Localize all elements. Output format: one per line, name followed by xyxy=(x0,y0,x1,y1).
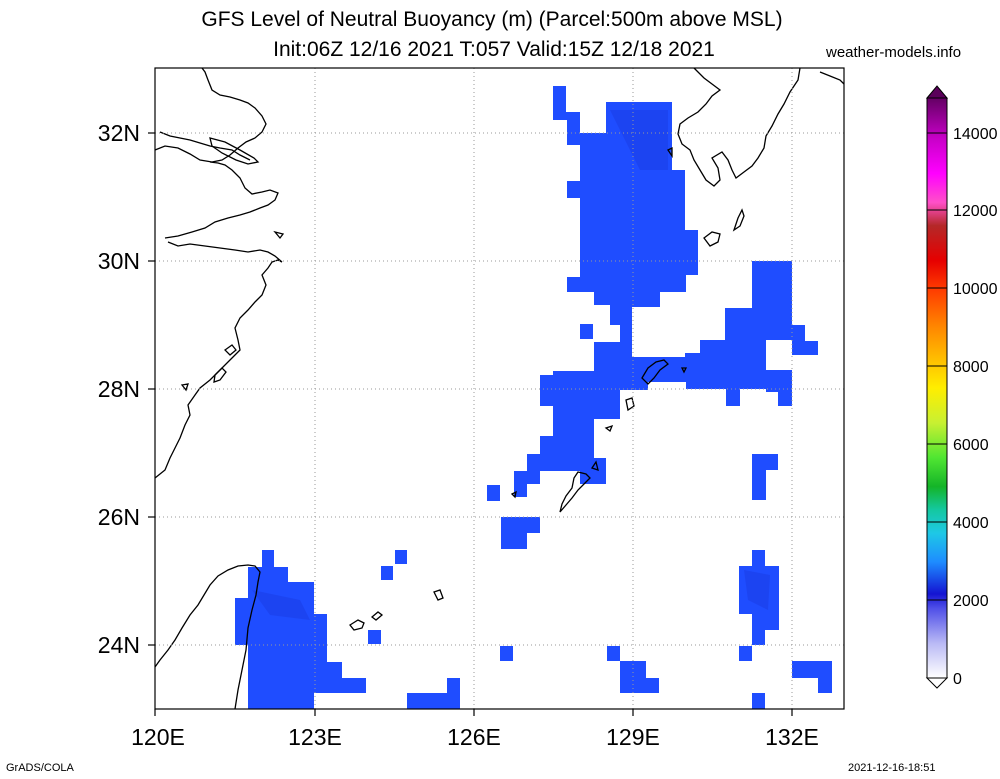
lon-label-132e: 132E xyxy=(765,724,819,750)
latitude-labels: 32N 30N 28N 26N 24N xyxy=(98,120,140,658)
colorbar-scale xyxy=(926,97,948,679)
colorbar-max-arrow xyxy=(925,85,949,99)
colorbar-min-arrow xyxy=(925,677,949,689)
china-coast-islands xyxy=(180,230,285,392)
buoyancy-area-east-notch xyxy=(766,340,792,370)
lat-label-28n: 28N xyxy=(98,376,140,402)
graticule xyxy=(155,68,844,709)
lon-label-120e: 120E xyxy=(131,724,185,750)
buoyancy-area-far-east xyxy=(792,661,832,693)
buoyancy-area-southwest xyxy=(235,550,366,709)
lat-label-32n: 32N xyxy=(98,120,140,146)
render-timestamp: 2021-12-16-18:51 xyxy=(848,762,936,774)
colorbar-label-4000: 4000 xyxy=(953,515,989,532)
software-credit: GrADS/COLA xyxy=(6,762,74,774)
lat-label-30n: 30N xyxy=(98,248,140,274)
islands-sakishima xyxy=(349,589,444,631)
longitude-labels: 120E 123E 126E 129E 132E xyxy=(131,724,819,750)
colorbar-label-12000: 12000 xyxy=(953,203,998,220)
map-title: GFS Level of Neutral Buoyancy (m) (Parce… xyxy=(201,8,783,31)
islands-amami xyxy=(641,359,688,385)
colorbar-label-8000: 8000 xyxy=(953,359,989,376)
islands-okinawa xyxy=(510,397,635,513)
china-coast xyxy=(154,67,283,479)
colorbar-label-0: 0 xyxy=(953,671,962,688)
colorbar-label-2000: 2000 xyxy=(953,593,989,610)
lon-label-129e: 129E xyxy=(606,724,660,750)
taiwan-coast xyxy=(154,564,261,710)
lat-label-24n: 24N xyxy=(98,632,140,658)
colorbar: 0 2000 4000 6000 8000 10000 12000 14000 xyxy=(925,85,998,689)
coastlines xyxy=(154,67,845,710)
buoyancy-area-southeast xyxy=(620,661,659,693)
buoyancy-area-south xyxy=(407,678,460,709)
map-subtitle: Init:06Z 12/16 2021 T:057 Valid:15Z 12/1… xyxy=(273,38,715,61)
lat-label-26n: 26N xyxy=(98,504,140,530)
site-credit: weather-models.info xyxy=(826,44,962,61)
colorbar-label-14000: 14000 xyxy=(953,126,998,143)
buoyancy-area-central xyxy=(514,261,818,497)
buoyancy-area-mid xyxy=(501,517,540,549)
colorbar-label-6000: 6000 xyxy=(953,437,989,454)
china-coast-inlet xyxy=(209,137,260,165)
colorbar-label-10000: 10000 xyxy=(953,281,998,298)
japan-islands xyxy=(667,71,845,247)
lon-label-126e: 126E xyxy=(447,724,501,750)
lon-label-123e: 123E xyxy=(288,724,342,750)
